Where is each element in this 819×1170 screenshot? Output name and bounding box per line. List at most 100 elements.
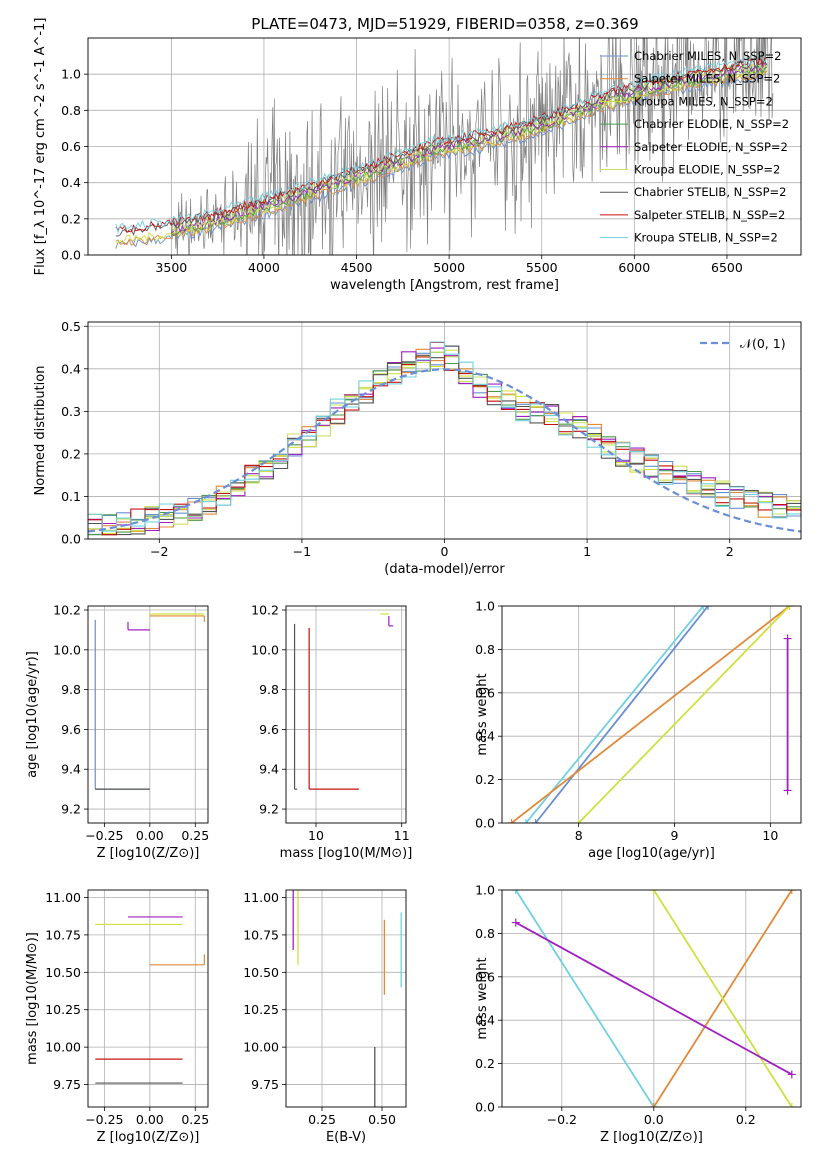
- legend-label: Salpeter ELODIE, N_SSP=2: [634, 140, 788, 154]
- y-tick-label: 10.25: [45, 1002, 81, 1017]
- y-tick-label: 0.0: [61, 532, 81, 547]
- y-tick-label: 9.6: [259, 722, 279, 737]
- x-tick-label: 0.25: [181, 1112, 209, 1127]
- y-tick-label: 0.4: [61, 361, 81, 376]
- normal-curve: [88, 368, 801, 533]
- x-tick-label: 9: [671, 828, 679, 843]
- x-tick-label: 0.0: [644, 1112, 664, 1127]
- y-tick-label: 0.4: [475, 1013, 495, 1028]
- y-tick-label: 0.3: [61, 404, 81, 419]
- legend-label: 𝒩(0, 1): [740, 336, 786, 351]
- figure-title: PLATE=0473, MJD=51929, FIBERID=0358, z=0…: [251, 15, 638, 33]
- y-tick-label: 10.75: [243, 927, 279, 942]
- y-tick-label: 0.4: [61, 175, 81, 190]
- x-tick-label: 10: [308, 828, 324, 843]
- observed-spectrum: [170, 38, 774, 255]
- y-tick-label: 9.2: [61, 802, 81, 817]
- y-axis-label: age [log10(age/yr)]: [25, 651, 40, 778]
- y-tick-label: 0.6: [61, 139, 81, 154]
- axes-frame: [501, 889, 802, 1108]
- plot-area: [88, 322, 801, 539]
- x-tick-label: 10: [762, 828, 778, 843]
- weight-line: [534, 606, 709, 823]
- legend-label: Chabrier ELODIE, N_SSP=2: [634, 117, 789, 131]
- y-tick-label: 9.8: [61, 682, 81, 697]
- y-tick-label: 10.50: [45, 965, 81, 980]
- x-tick-label: 0.2: [736, 1112, 756, 1127]
- y-tick-label: 0.0: [475, 816, 495, 831]
- y-tick-label: 0.1: [61, 489, 81, 504]
- y-tick-label: 0.2: [475, 1056, 495, 1071]
- x-tick-label: 2: [726, 544, 734, 559]
- weight-marker: [511, 918, 520, 927]
- plot-area: [286, 606, 406, 823]
- y-tick-label: 0.4: [475, 729, 495, 744]
- weight-line: [653, 890, 793, 1107]
- y-tick-label: 9.8: [259, 682, 279, 697]
- x-tick-label: −1: [293, 544, 311, 559]
- y-tick-label: 0.2: [61, 211, 81, 226]
- y-tick-label: 9.75: [53, 1077, 81, 1092]
- panel-weight-vs-Z: −0.2 0.0 0.2 0.0 0.2 0.4 0.6 0.8 1.0 Z [log10(Z/Z…: [475, 883, 802, 1145]
- y-tick-label: 11.00: [243, 890, 279, 905]
- weight-marker: [787, 1103, 796, 1107]
- x-axis-label: Z [log10(Z/Z⊙)]: [600, 1130, 703, 1145]
- x-tick-label: 0.25: [308, 1112, 336, 1127]
- axes-frame: [87, 321, 802, 540]
- y-axis-label: mass [log10(M/M⊙)]: [25, 932, 40, 1065]
- weight-marker: [787, 890, 796, 894]
- x-tick-label: −0.25: [85, 828, 123, 843]
- panel-mass-vs-Z: −0.25 0.00 0.25 9.75 10.00 10.25 10.50 10.75 11.…: [25, 889, 209, 1145]
- weight-line: [515, 921, 793, 1076]
- y-tick-label: 10.0: [251, 642, 279, 657]
- x-axis-label: wavelength [Angstrom, rest frame]: [330, 278, 559, 293]
- legend-label: Chabrier MILES, N_SSP=2: [634, 49, 781, 63]
- x-tick-label: 3500: [155, 260, 187, 275]
- y-tick-label: 10.0: [53, 642, 81, 657]
- axes-frame: [285, 605, 407, 824]
- panel-spectrum: 3500 4000 4500 5000 5500 6000 6500 0.0 0.2 0.4 0.6…: [33, 18, 802, 293]
- y-tick-label: 10.2: [251, 602, 279, 617]
- y-tick-label: 0.0: [475, 1100, 495, 1115]
- y-axis-label: Flux [f_λ 10^-17 erg cm^-2 s^-1 A^-1]: [33, 18, 48, 276]
- x-axis-label: mass [log10(M/M⊙)]: [280, 846, 413, 861]
- plot-area: [502, 890, 801, 1107]
- legend-label: Salpeter STELIB, N_SSP=2: [634, 208, 785, 222]
- weight-marker: [649, 1103, 658, 1107]
- weight-line: [525, 606, 704, 823]
- axes-frame: [501, 605, 802, 824]
- y-tick-label: 10.00: [243, 1040, 279, 1055]
- model-line: [115, 59, 768, 237]
- y-tick-label: 0.5: [61, 319, 81, 334]
- panel-mass-vs-EBV: 0.25 0.50 9.75 10.00 10.25 10.50 10.75 11.00 E(B…: [243, 889, 407, 1145]
- x-axis-label: (data-model)/error: [384, 562, 505, 577]
- x-tick-label: 4500: [341, 260, 373, 275]
- x-tick-label: 0.00: [136, 1112, 164, 1127]
- x-tick-label: 5500: [526, 260, 558, 275]
- x-tick-label: −2: [150, 544, 168, 559]
- y-tick-label: 0.8: [475, 642, 495, 657]
- weight-marker: [574, 819, 583, 823]
- x-tick-label: 4000: [248, 260, 280, 275]
- weight-marker: [783, 786, 792, 795]
- x-tick-label: −0.25: [85, 1112, 123, 1127]
- weight-marker: [521, 819, 530, 823]
- axes-frame: [87, 605, 209, 824]
- weight-marker: [785, 606, 794, 610]
- legend-label: Kroupa ELODIE, N_SSP=2: [634, 163, 780, 177]
- weight-marker: [783, 634, 792, 643]
- weight-marker: [531, 819, 540, 823]
- model-line: [115, 71, 767, 249]
- y-tick-label: 9.4: [259, 762, 279, 777]
- x-axis-label: E(B-V): [326, 1130, 366, 1145]
- panel-weight-vs-age: 8 9 10 0.0 0.2 0.4 0.6 0.8 1.0 age [log10(age/yr)…: [475, 599, 802, 861]
- plot-area: [88, 890, 208, 1107]
- weight-line: [515, 890, 655, 1107]
- y-tick-label: 11.00: [45, 890, 81, 905]
- y-axis-label: Normed distribution: [33, 366, 48, 496]
- y-tick-label: 10.75: [45, 927, 81, 942]
- x-axis-label: Z [log10(Z/Z⊙)]: [97, 1130, 200, 1145]
- y-tick-label: 9.4: [61, 762, 81, 777]
- weight-marker: [649, 890, 658, 894]
